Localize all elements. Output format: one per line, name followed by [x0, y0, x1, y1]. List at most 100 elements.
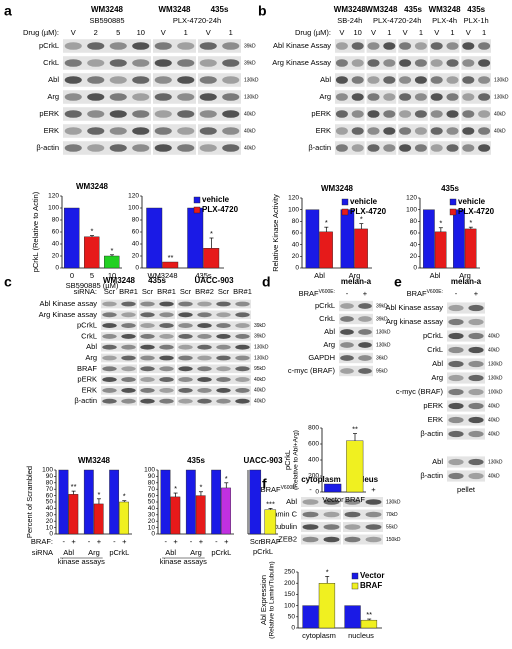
row-label: Arg — [47, 92, 59, 101]
band — [159, 398, 174, 404]
blot-header: 435s — [211, 5, 229, 14]
row-label: pCrkL — [77, 321, 97, 330]
blot-strip — [101, 342, 137, 352]
band — [177, 110, 195, 118]
row-label: Arg Kinase assay — [39, 310, 98, 319]
band — [340, 303, 354, 309]
band — [335, 127, 348, 135]
blot-strip — [343, 534, 383, 545]
band — [140, 301, 155, 307]
row-label: Abl — [48, 75, 59, 84]
bar — [187, 207, 204, 269]
band — [399, 144, 412, 152]
significance: ** — [168, 253, 174, 262]
y-tick-label: 40 — [132, 241, 140, 248]
band — [335, 59, 348, 67]
significance: * — [325, 218, 328, 227]
legend-label: PLX-4720 — [202, 205, 239, 214]
y-tick-label: 40 — [148, 505, 156, 512]
row-label: Abl — [86, 342, 97, 351]
band — [365, 499, 382, 505]
blot-subheader: PLX-1h — [464, 16, 489, 25]
band — [216, 333, 231, 339]
band — [199, 127, 217, 135]
y-tick-label: 100 — [144, 467, 155, 474]
y-axis-label-2: (Relative to Lamin/Tubulin) — [269, 561, 276, 638]
band — [64, 59, 82, 67]
band — [102, 398, 117, 404]
band — [235, 312, 250, 318]
blot-header: WM3248 — [334, 5, 367, 14]
band — [199, 144, 217, 152]
row-label: Arg — [85, 353, 97, 362]
blot-strip — [447, 316, 485, 328]
band — [462, 42, 475, 50]
band — [323, 499, 340, 505]
panel-letter: e — [394, 274, 402, 290]
x-tick-label: Abl — [314, 271, 325, 280]
bar — [203, 247, 220, 269]
x-tick-label: Arg — [88, 548, 100, 557]
band — [478, 93, 491, 101]
band — [159, 301, 174, 307]
legend-label: Vector — [360, 571, 384, 580]
blot-strip — [177, 321, 251, 330]
band — [177, 93, 195, 101]
band — [177, 144, 195, 152]
kd-marker: 40kD — [494, 111, 506, 117]
blot-strip — [447, 372, 485, 384]
chart-title: 435s — [441, 184, 459, 193]
y-tick-label: 200 — [284, 580, 295, 587]
lane: - — [455, 289, 458, 298]
kd-marker: 130kD — [494, 77, 509, 83]
band — [102, 366, 117, 372]
bar — [185, 469, 196, 535]
chart-title: WM3248 — [78, 456, 111, 465]
band — [222, 93, 240, 101]
blot-subheader: PLX-4720-24h — [373, 16, 421, 25]
band — [446, 76, 459, 84]
chart-title: WM3248 — [76, 182, 109, 191]
band — [383, 59, 396, 67]
lane: V — [161, 28, 166, 37]
band — [177, 59, 195, 67]
x-tick-label: BRAF — [260, 537, 280, 546]
lane: 1 — [229, 28, 233, 37]
band — [351, 76, 364, 84]
lane-label: BRAFV600E: — [407, 289, 443, 298]
band — [132, 59, 150, 67]
y-tick-label: 40 — [46, 505, 54, 512]
blot-strip — [139, 321, 175, 330]
lane: - — [309, 485, 312, 494]
band — [414, 42, 427, 50]
blot-strip — [101, 321, 137, 330]
band — [140, 333, 155, 339]
blot-strip — [63, 107, 151, 121]
band — [216, 312, 231, 318]
kd-marker: 100kD — [488, 389, 503, 395]
row-label: Abl — [324, 327, 335, 336]
significance: ** — [352, 425, 358, 434]
x-tick-label: 435s — [195, 271, 212, 280]
band — [399, 110, 412, 118]
significance: * — [123, 492, 126, 501]
kd-marker: 130kD — [376, 329, 391, 335]
significance: ** — [71, 482, 77, 491]
y-tick-label: 100 — [42, 467, 53, 474]
bar — [63, 207, 80, 269]
band — [102, 312, 117, 318]
band — [199, 110, 217, 118]
band — [222, 110, 240, 118]
lane-label-sup: V600E: — [281, 485, 297, 491]
y-tick-label: 90 — [46, 473, 54, 480]
x-tick-label: Abl — [165, 548, 176, 557]
lane-label: siRNA: — [74, 287, 97, 296]
band — [235, 377, 250, 383]
y-tick-label: 120 — [288, 195, 299, 202]
bar — [423, 209, 435, 269]
band — [216, 377, 231, 383]
significance: * — [97, 490, 100, 499]
row-label: β-actin — [420, 471, 443, 480]
blot-strip — [101, 353, 137, 363]
x-tick-label: nucleus — [348, 631, 374, 640]
